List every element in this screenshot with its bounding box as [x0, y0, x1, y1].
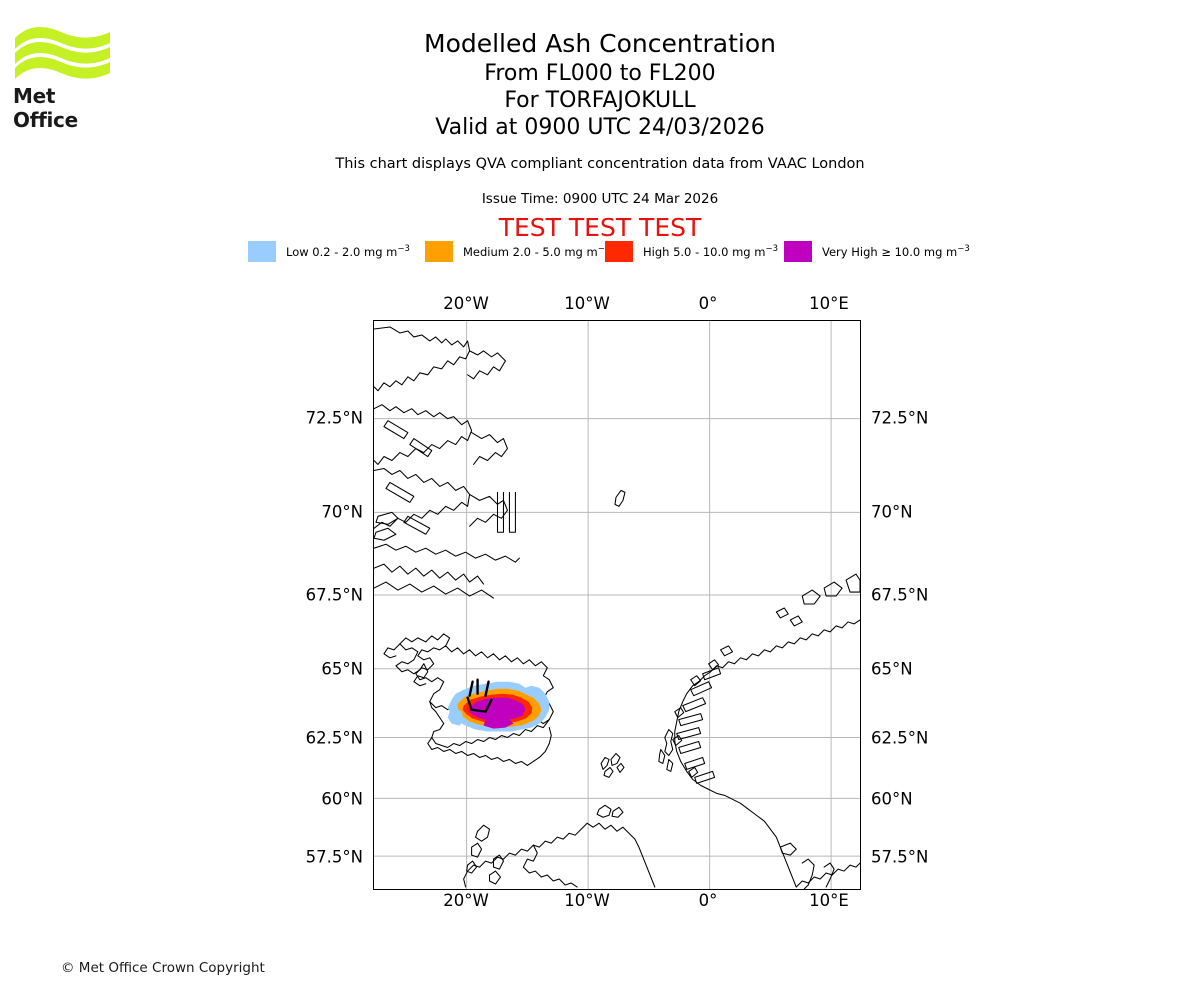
lat-label-left-675n: 67.5°N	[305, 585, 363, 605]
coastline-jan-mayen	[614, 489, 626, 507]
title-valid-time: Valid at 0900 UTC 24/03/2026	[435, 115, 765, 140]
lat-label-right-725n: 72.5°N	[871, 408, 929, 428]
copyright-text: © Met Office Crown Copyright	[61, 960, 265, 976]
title-flight-levels: From FL000 to FL200	[484, 61, 716, 86]
legend-label-medium: Medium 2.0 - 5.0 mg m−3	[463, 243, 611, 259]
volcano-marker-icon	[466, 678, 493, 713]
legend-swatch-medium	[425, 240, 453, 262]
lon-label-top-0: 0°	[698, 294, 718, 313]
lat-label-right-60n: 60°N	[871, 789, 913, 809]
legend-item-medium: Medium 2.0 - 5.0 mg m−3	[425, 240, 610, 262]
coastline-denmark	[801, 858, 835, 889]
coastline-scotland	[463, 822, 656, 888]
coastline-faroe-islands	[600, 752, 625, 778]
ash-contour-low-west	[447, 707, 464, 726]
ash-plume-contours	[447, 681, 550, 732]
legend-swatch-very-high	[784, 240, 812, 262]
title-volcano: For TORFAJOKULL	[504, 88, 696, 113]
lon-label-top-20w: 20°W	[443, 294, 489, 313]
map-gridlines	[374, 321, 860, 889]
ash-contour-very-high-lobe	[483, 719, 514, 729]
lat-label-left-725n: 72.5°N	[305, 408, 363, 428]
legend-item-high: High 5.0 - 10.0 mg m−3	[605, 240, 778, 262]
lon-label-bottom-0: 0°	[698, 891, 718, 910]
lat-label-right-575n: 57.5°N	[871, 847, 929, 867]
coastline-norway	[672, 573, 860, 888]
lat-label-left-70n: 70°N	[321, 502, 363, 522]
met-office-wave-icon	[15, 27, 110, 79]
lon-label-bottom-10e: 10°E	[809, 891, 849, 910]
legend-swatch-high	[605, 240, 633, 262]
lat-label-right-70n: 70°N	[871, 502, 913, 522]
met-office-logo-text: Met Office	[13, 84, 78, 132]
lon-label-top-10e: 10°E	[809, 294, 849, 313]
map-canvas	[374, 321, 860, 889]
legend-label-very-high: Very High ≥ 10.0 mg m−3	[822, 243, 970, 259]
issue-time-text: Issue Time: 0900 UTC 24 Mar 2026	[481, 191, 719, 207]
lat-label-left-60n: 60°N	[321, 789, 363, 809]
chart-subtitle: This chart displays QVA compliant concen…	[335, 156, 865, 172]
legend-swatch-low	[248, 240, 276, 262]
legend-item-very-high: Very High ≥ 10.0 mg m−3	[784, 240, 970, 262]
ash-contour-very-high	[468, 697, 526, 721]
legend-label-high: High 5.0 - 10.0 mg m−3	[643, 243, 778, 259]
chart-title-block: Modelled Ash Concentration From FL000 to…	[0, 28, 1200, 141]
lat-label-left-625n: 62.5°N	[305, 728, 363, 748]
test-banner: TEST TEST TEST	[498, 213, 702, 242]
lon-label-bottom-10w: 10°W	[564, 891, 610, 910]
ash-concentration-map[interactable]	[373, 320, 861, 890]
concentration-legend: Low 0.2 - 2.0 mg m−3 Medium 2.0 - 5.0 mg…	[248, 240, 988, 264]
page-title: Modelled Ash Concentration	[424, 29, 776, 58]
lat-label-left-65n: 65°N	[321, 659, 363, 679]
coastlines	[374, 326, 860, 889]
coastline-orkney	[596, 804, 624, 818]
coastline-greenland	[374, 326, 520, 599]
lon-label-top-10w: 10°W	[564, 294, 610, 313]
lon-label-bottom-20w: 20°W	[443, 891, 489, 910]
legend-item-low: Low 0.2 - 2.0 mg m−3	[248, 240, 410, 262]
lat-label-right-675n: 67.5°N	[871, 585, 929, 605]
lat-label-right-65n: 65°N	[871, 659, 913, 679]
met-office-logo: Met Office	[10, 26, 125, 132]
lat-label-right-625n: 62.5°N	[871, 728, 929, 748]
coastline-shetland	[658, 729, 674, 772]
legend-label-low: Low 0.2 - 2.0 mg m−3	[286, 243, 410, 259]
lat-label-left-575n: 57.5°N	[305, 847, 363, 867]
